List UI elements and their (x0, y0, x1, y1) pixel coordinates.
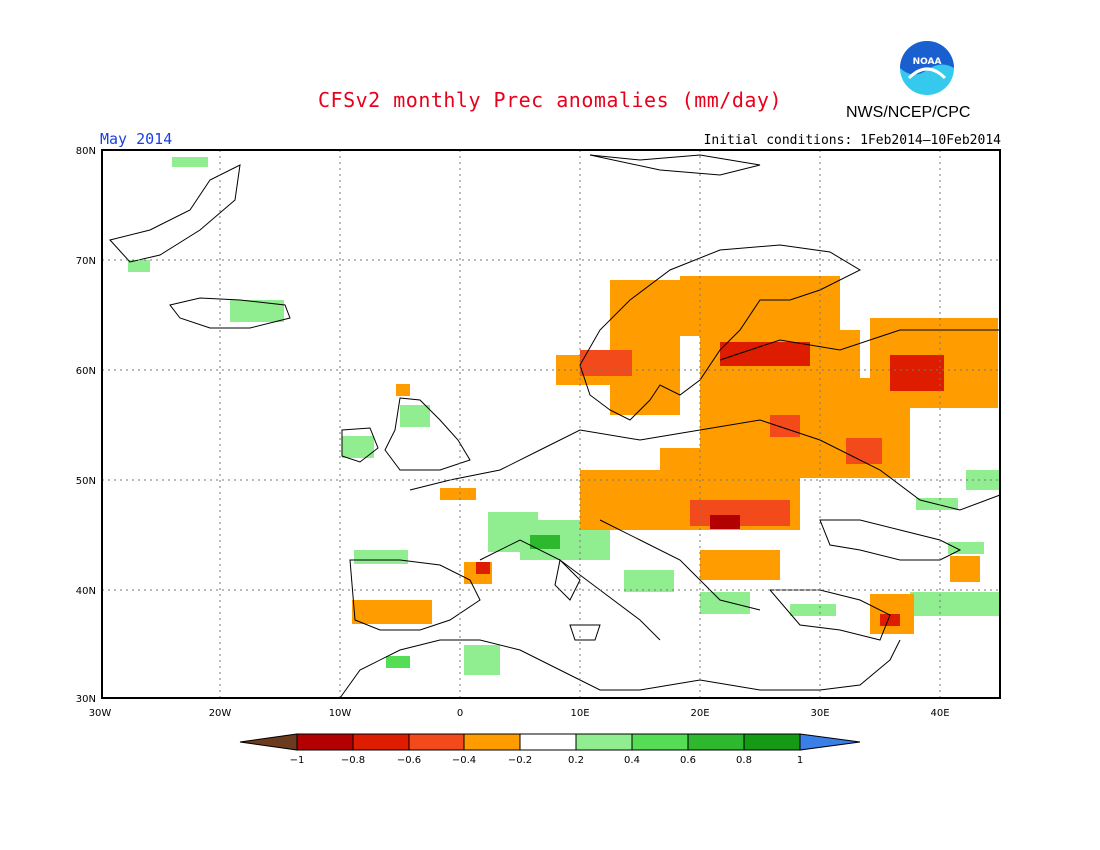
legend-label: −0.6 (397, 755, 421, 766)
anomaly-patch (950, 556, 980, 582)
noaa-logo: NOAA (900, 41, 954, 95)
anomaly-patch (396, 384, 410, 396)
legend-swatch (631, 733, 689, 751)
forecast-period: May 2014 (100, 130, 173, 148)
lon-label: 20W (209, 708, 232, 719)
anomaly-patch (354, 550, 408, 564)
lon-label: 0 (457, 708, 463, 719)
legend-label: −0.4 (452, 755, 476, 766)
anomaly-patch (530, 535, 560, 549)
anomaly-patch (880, 614, 900, 626)
legend-label: 0.6 (680, 755, 696, 766)
color-legend: −1 −0.8 −0.6 −0.4 −0.2 0.2 0.4 0.6 0.8 1 (239, 733, 861, 766)
anomaly-patch (790, 604, 836, 616)
anomaly-patch (720, 342, 810, 366)
lat-label: 40N (76, 586, 96, 597)
lat-label: 80N (76, 146, 96, 157)
lon-label: 10E (570, 708, 589, 719)
noaa-logo-text: NOAA (913, 57, 942, 67)
map-frame (101, 149, 1001, 699)
anomaly-patch (352, 600, 432, 624)
anomaly-patch (710, 515, 740, 529)
anomaly-patch (230, 300, 284, 322)
lat-label: 70N (76, 256, 96, 267)
anomaly-patch (400, 405, 430, 427)
lon-label: 20E (690, 708, 709, 719)
legend-swatch (687, 733, 745, 751)
agency-label: NWS/NCEP/CPC (846, 104, 971, 121)
anomaly-patch (342, 436, 374, 458)
legend-swatch (296, 733, 354, 751)
legend-label: 0.2 (568, 755, 584, 766)
legend-swatch (408, 733, 465, 751)
lon-label: 30E (810, 708, 829, 719)
anomaly-patch (440, 488, 476, 500)
legend-label: −1 (290, 755, 305, 766)
anomaly-patch (610, 280, 680, 415)
anomaly-patch (476, 562, 490, 574)
lat-label: 30N (76, 694, 96, 705)
anomaly-patch (464, 645, 500, 675)
anomaly-patches (128, 157, 1000, 675)
lat-label: 60N (76, 366, 96, 377)
legend-swatch (743, 733, 801, 751)
anomaly-patch (660, 448, 750, 488)
legend-label: 0.4 (624, 755, 640, 766)
anomaly-patch (128, 260, 150, 272)
legend-swatch (352, 733, 410, 751)
lon-label: 30W (89, 708, 112, 719)
legend-label: −0.2 (508, 755, 532, 766)
anomaly-patch (910, 592, 1000, 616)
legend-label: 0.8 (736, 755, 752, 766)
legend-label: 1 (797, 755, 803, 766)
lon-label: 10W (329, 708, 352, 719)
chart-title: CFSv2 monthly Prec anomalies (mm/day) (317, 88, 783, 112)
legend-swatch (799, 733, 861, 751)
legend-swatch (463, 733, 521, 751)
legend-swatch (519, 733, 577, 751)
lat-label: 50N (76, 476, 96, 487)
anomaly-patch (386, 656, 410, 668)
anomaly-patch (770, 415, 800, 437)
anomaly-patch (948, 542, 984, 554)
initial-conditions: Initial conditions: 1Feb2014–10Feb2014 (703, 133, 1001, 148)
legend-label: −0.8 (341, 755, 365, 766)
anomaly-patch (700, 592, 750, 614)
legend-swatch (239, 733, 298, 751)
anomaly-patch (680, 276, 840, 336)
anomaly-patch (580, 350, 632, 376)
anomaly-patch (966, 470, 1000, 490)
anomaly-patch (172, 157, 208, 167)
graticule (102, 150, 1000, 698)
anomaly-patch (624, 570, 674, 592)
lon-label: 40E (930, 708, 949, 719)
anomaly-patch (700, 550, 780, 580)
anomaly-patch (890, 355, 944, 391)
legend-swatch (575, 733, 633, 751)
coastlines (109, 154, 1001, 699)
anomaly-patch (846, 438, 882, 464)
